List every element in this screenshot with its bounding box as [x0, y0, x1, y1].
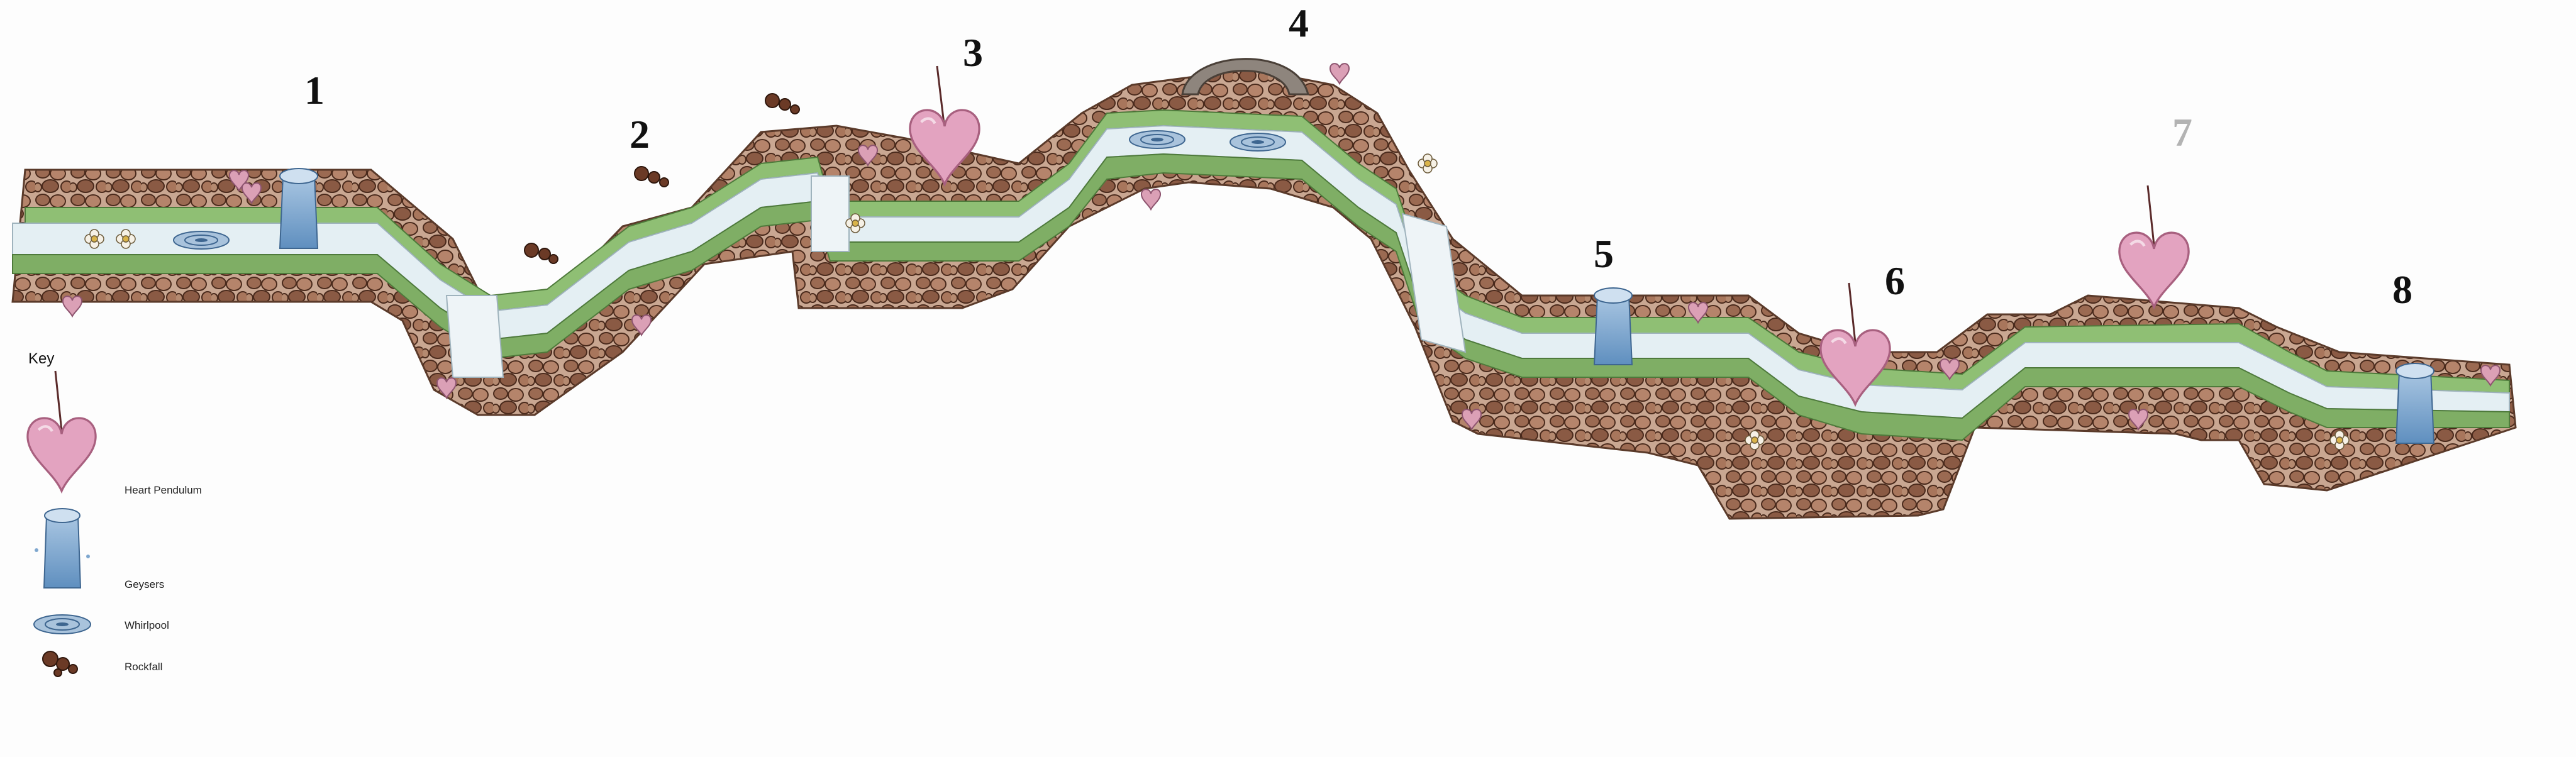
level-number-3: 3 — [963, 30, 983, 75]
level-number-4: 4 — [1289, 1, 1309, 45]
legend: Key Heart Pendulum Geysers Whirlpool Roc… — [28, 350, 202, 677]
level-number-5: 5 — [1594, 231, 1614, 276]
level-number-7: 7 — [2172, 110, 2192, 155]
whirlpool-icon — [173, 231, 230, 250]
waterfall — [445, 175, 1467, 378]
level-number-1: 1 — [304, 68, 325, 113]
stone-arch — [1181, 58, 1309, 96]
legend-title: Key — [28, 350, 54, 367]
whirlpool-icon — [33, 614, 91, 634]
rockfall-icon — [42, 651, 78, 677]
geyser-icon — [2395, 363, 2435, 444]
rockfall-icon — [765, 93, 800, 114]
whirlpool-icon — [1129, 130, 1185, 149]
legend-label-heart-pendulum: Heart Pendulum — [125, 484, 202, 496]
legend-label-geysers: Geysers — [125, 578, 164, 590]
whirlpool-icon — [1230, 133, 1286, 152]
heart-pendulum-icon — [28, 370, 96, 491]
heart-pendulum-icon — [2119, 185, 2189, 307]
river-course — [11, 68, 2517, 520]
level-number-8: 8 — [2392, 267, 2412, 312]
level-number-2: 2 — [630, 112, 650, 157]
legend-label-whirlpool: Whirlpool — [125, 619, 169, 631]
rockfall-icon — [634, 166, 669, 187]
geyser-icon — [1593, 287, 1633, 365]
heart-pendulum-icon — [1821, 282, 1890, 404]
geyser-icon — [279, 168, 319, 249]
geyser-icon — [35, 508, 90, 588]
level-number-6: 6 — [1885, 258, 1905, 303]
heart-pendulum-icon — [910, 65, 979, 184]
course-hazards — [62, 58, 2501, 450]
rockfall-icon — [524, 243, 558, 264]
level-numbers: 1 2 3 4 5 6 7 8 — [304, 1, 2412, 312]
legend-label-rockfall: Rockfall — [125, 661, 162, 673]
